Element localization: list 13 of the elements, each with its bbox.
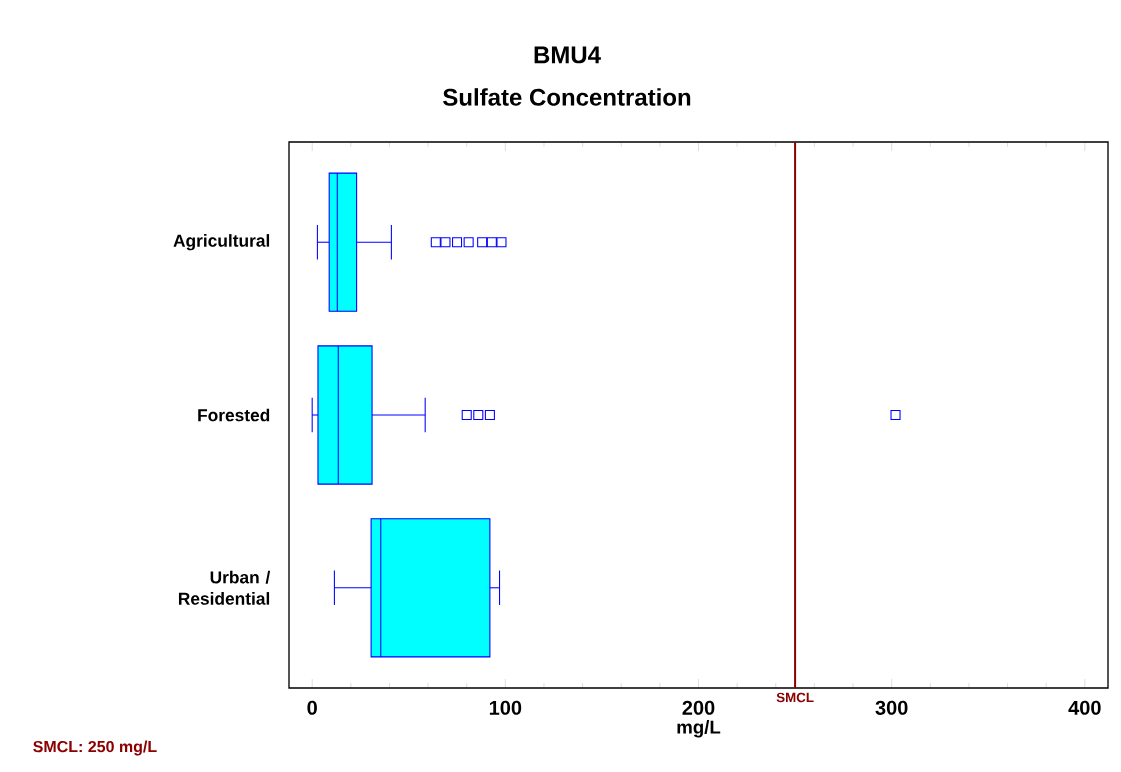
x-tick-label: 0 bbox=[307, 700, 317, 715]
y-tick-label: Urban / Residential bbox=[178, 570, 271, 605]
x-tick-label: 400 bbox=[1068, 700, 1101, 715]
chart-subtitle: Sulfate Concentration bbox=[443, 88, 691, 106]
y-tick-label: Agricultural bbox=[173, 234, 270, 251]
text: SMCL: 250 mg/L bbox=[33, 740, 157, 756]
x-tick-label: 300 bbox=[875, 700, 908, 715]
x-axis-title: mg/L bbox=[677, 720, 721, 738]
ref-line-label: SMCL bbox=[776, 692, 814, 703]
x-tick-label: 200 bbox=[682, 700, 715, 715]
y-tick-label: Forested bbox=[198, 408, 270, 422]
chart-title: BMU4 bbox=[534, 46, 601, 64]
x-tick-label: 100 bbox=[489, 700, 522, 715]
